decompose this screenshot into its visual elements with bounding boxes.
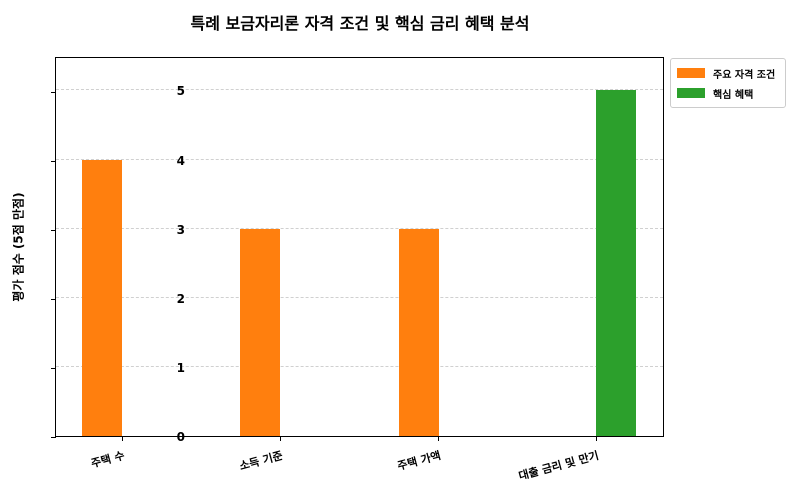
x-tick-label-4: 대출 금리 및 만기: [516, 448, 600, 483]
y-tick-label-1: 1: [176, 361, 185, 375]
chart-title: 특례 보금자리론 자격 조건 및 핵심 금리 혜택 분석: [190, 14, 530, 33]
gridline-1: [56, 366, 663, 367]
x-tick-label-2: 소득 기준: [237, 448, 284, 473]
y-tick-label-2: 2: [176, 292, 185, 306]
legend-label-eligibility: 주요 자격 조건: [713, 69, 776, 81]
x-tick-3: [438, 436, 439, 441]
legend: 주요 자격 조건 핵심 혜택: [670, 58, 786, 108]
y-tick-1: [51, 368, 56, 369]
x-tick-4: [596, 436, 597, 441]
y-tick-0: [51, 437, 56, 438]
y-tick-2: [51, 299, 56, 300]
legend-swatch-green: [677, 88, 705, 98]
bar-housing-count: [82, 160, 122, 436]
x-tick-label-1: 주택 수: [89, 448, 126, 471]
gridline-4: [56, 159, 663, 160]
y-tick-label-4: 4: [176, 154, 185, 168]
bar-income-criteria: [240, 229, 280, 436]
y-tick-label-5: 5: [176, 84, 185, 98]
legend-swatch-orange: [677, 68, 705, 78]
bar-house-price: [399, 229, 439, 436]
y-tick-5: [51, 92, 56, 93]
legend-item-benefit: 핵심 혜택: [677, 83, 779, 103]
gridline-3: [56, 228, 663, 229]
bar-loan-rate-term: [596, 90, 636, 436]
legend-item-eligibility: 주요 자격 조건: [677, 63, 779, 83]
legend-label-benefit: 핵심 혜택: [713, 89, 754, 101]
y-tick-label-3: 3: [176, 223, 185, 237]
y-tick-3: [51, 230, 56, 231]
y-axis-title: 평가 점수 (5점 만점): [11, 192, 26, 302]
y-tick-label-0: 0: [176, 430, 185, 444]
x-tick-2: [280, 436, 281, 441]
gridline-5: [56, 89, 663, 90]
gridline-2: [56, 297, 663, 298]
plot-area: [51, 57, 664, 441]
x-tick-label-3: 주택 가액: [395, 448, 442, 473]
y-tick-4: [51, 161, 56, 162]
x-tick-1: [122, 436, 123, 441]
